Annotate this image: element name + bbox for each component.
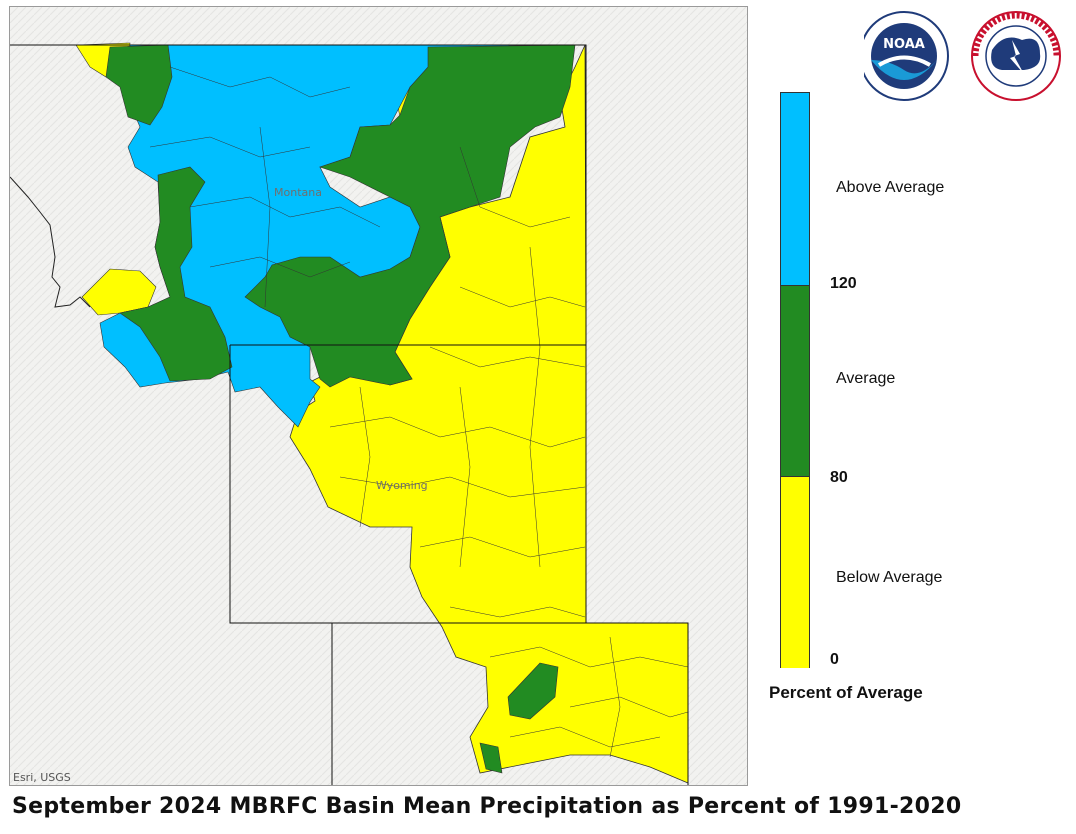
legend-label-below-average: Below Average (836, 569, 943, 586)
legend-swatch-above-average (781, 93, 809, 285)
nws-logo (971, 11, 1061, 101)
legend-label-above-average: Above Average (836, 179, 945, 196)
legend-break-0: 0 (830, 651, 839, 668)
basin-average-nw (105, 44, 173, 126)
noaa-logo: NOAA (859, 11, 949, 101)
legend-swatch-below-average (781, 476, 809, 668)
basin-map (10, 7, 747, 785)
basin-average-southeast (507, 662, 559, 720)
legend-color-bar (780, 92, 810, 668)
state-label-montana: Montana (274, 186, 322, 199)
legend-swatch-average (781, 285, 809, 477)
basin-average-central (244, 44, 576, 388)
sub-basin-boundaries (149, 66, 689, 758)
idaho-border (10, 176, 91, 308)
state-boundaries (10, 44, 689, 785)
basin-average-south (479, 742, 503, 774)
state-label-wyoming: Wyoming (376, 479, 428, 492)
map-caption: September 2024 MBRFC Basin Mean Precipit… (12, 794, 962, 819)
legend-break-80: 80 (830, 469, 848, 486)
basin-below-average-west (81, 268, 157, 316)
noaa-logo-text: NOAA (883, 37, 925, 52)
agency-logos: NOAA (859, 10, 1064, 102)
legend-title: Percent of Average (769, 683, 923, 702)
map-attribution: Esri, USGS (13, 771, 71, 784)
legend-label-average: Average (836, 370, 896, 387)
basin-average-west (119, 166, 233, 382)
legend-break-120: 120 (830, 275, 857, 292)
logo-graphics: NOAA (859, 11, 1061, 101)
map-panel: Montana Wyoming Esri, USGS (9, 6, 748, 786)
